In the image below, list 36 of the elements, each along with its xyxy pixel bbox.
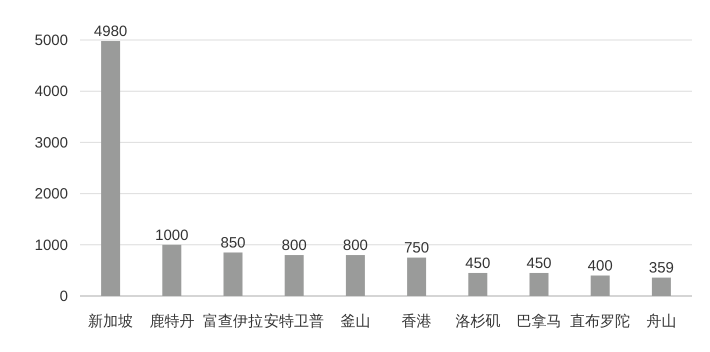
data-label: 800 — [342, 237, 368, 254]
x-tick-label: 鹿特丹 — [149, 313, 194, 330]
data-label: 1000 — [155, 226, 188, 244]
y-tick-label: 2000 — [34, 186, 68, 203]
x-tick-label: 安特卫普 — [264, 313, 324, 330]
bar — [407, 258, 426, 296]
y-tick-label: 3000 — [34, 134, 68, 152]
data-label: 450 — [465, 254, 490, 272]
x-tick-label: 新加坡 — [88, 313, 134, 330]
x-tick-label: 舟山 — [646, 313, 676, 330]
data-label: 400 — [588, 258, 613, 275]
x-tick-label: 洛杉矶 — [455, 313, 500, 330]
y-tick-label: 4000 — [34, 83, 68, 100]
x-tick-label: 富查伊拉 — [203, 313, 263, 330]
bar — [284, 255, 304, 296]
x-tick-label: 直布罗陀 — [570, 313, 630, 330]
data-label: 359 — [648, 260, 674, 277]
bar — [101, 41, 120, 296]
y-tick-label: 5000 — [34, 32, 68, 49]
bar — [224, 252, 242, 296]
bar — [162, 244, 182, 296]
data-label: 450 — [526, 254, 552, 272]
data-label: 750 — [404, 240, 430, 257]
x-tick-label: 巴拿马 — [516, 313, 562, 330]
data-label: 800 — [282, 237, 307, 254]
bar — [652, 278, 671, 296]
y-tick-label: 1000 — [34, 236, 68, 254]
x-tick-label: 香港 — [402, 313, 432, 330]
bar — [590, 276, 610, 296]
y-tick-label: 0 — [60, 288, 68, 305]
bar — [468, 272, 488, 296]
data-label: 850 — [220, 234, 246, 252]
x-tick-label: 釜山 — [340, 313, 370, 330]
bar — [346, 255, 365, 296]
bar — [530, 272, 548, 296]
data-label: 4980 — [94, 23, 128, 40]
